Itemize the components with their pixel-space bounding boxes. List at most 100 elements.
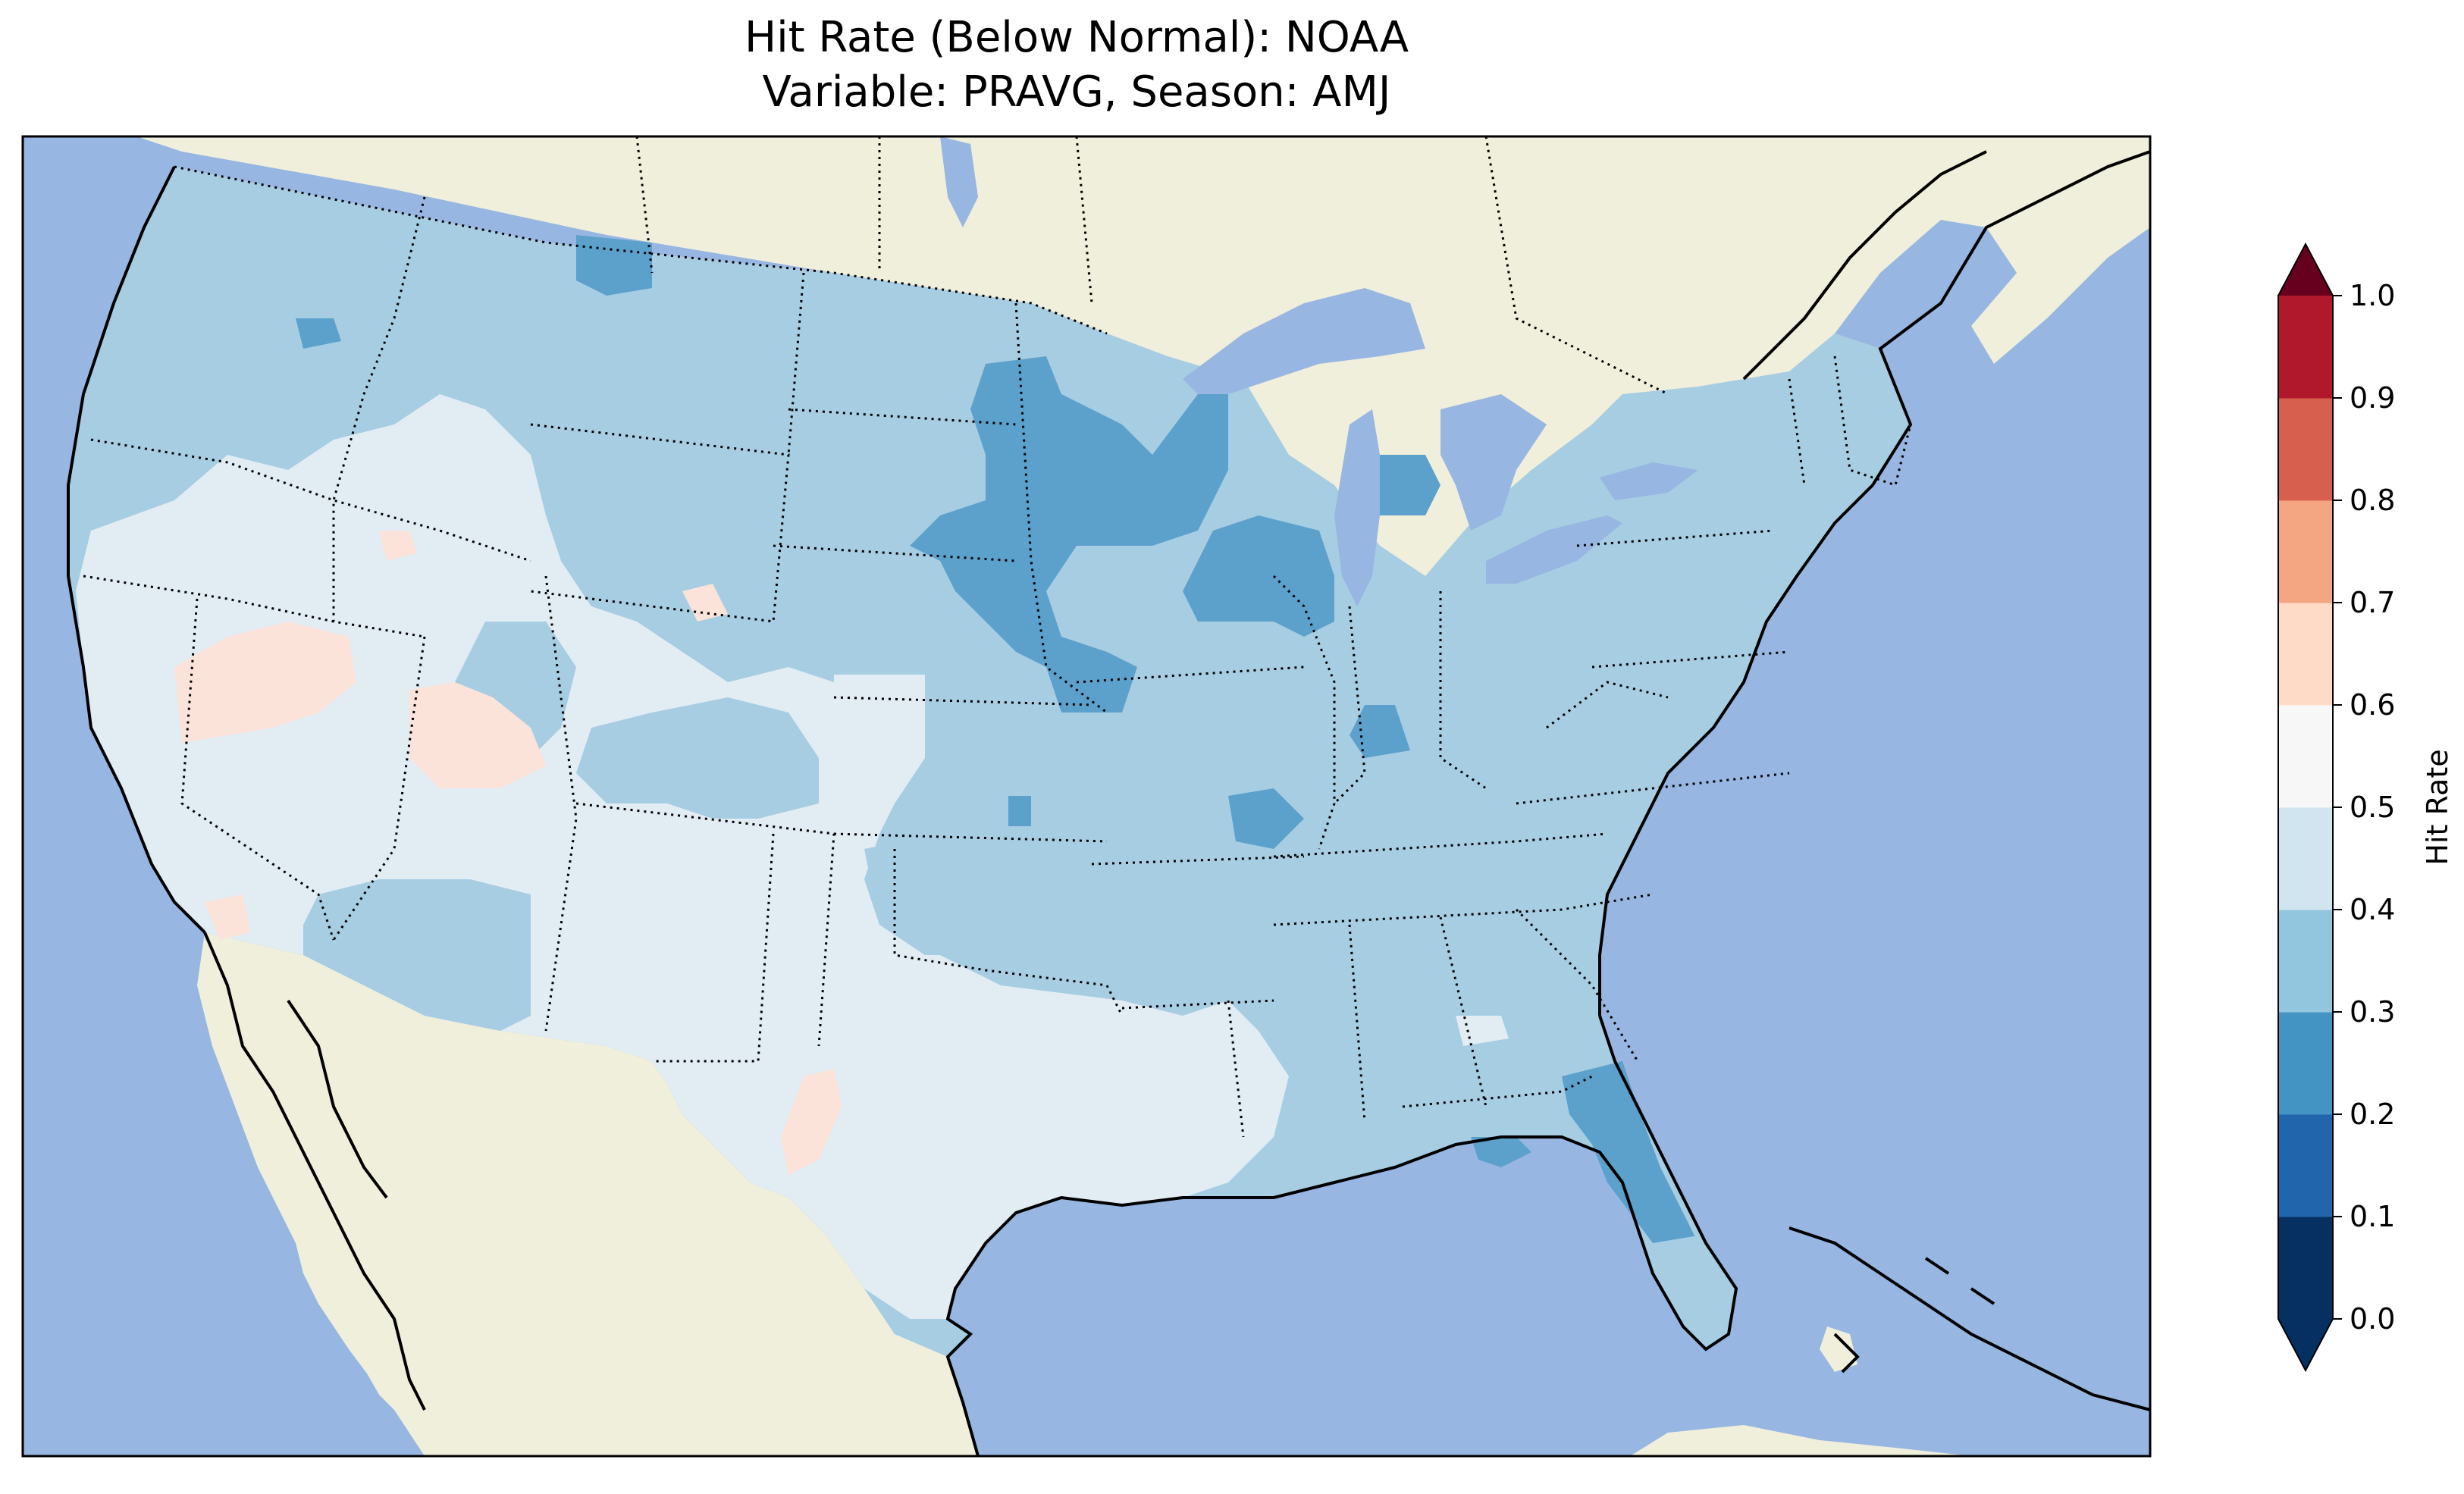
colorbar-tick-label: 0.2	[2350, 1098, 2395, 1131]
border-or-ca	[83, 575, 425, 638]
map-title-line-2: Variable: PRAVG, Season: AMJ	[762, 67, 1391, 117]
colorbar-bin	[2278, 910, 2333, 1013]
coast-atlantic	[1598, 150, 2150, 1016]
border-tn-ms	[1273, 893, 1654, 926]
lake-michigan	[1334, 409, 1380, 606]
colorbar-tick-label: 1.0	[2350, 279, 2395, 312]
border-ms-al	[1348, 924, 1366, 1123]
border-id-mt	[332, 196, 426, 622]
colorbar-tick-label: 0.5	[2350, 791, 2395, 824]
land-mexico	[205, 932, 978, 1456]
coast-baja	[203, 932, 426, 1411]
colorbar-tick-label: 0.6	[2350, 688, 2395, 722]
hit-rate-band-0.2-0.3-in	[1350, 705, 1410, 758]
hit-rate-band-0.2-0.3-mo	[1228, 788, 1304, 849]
border-in	[1333, 606, 1366, 805]
hit-rate-band-0.3-0.4-co	[576, 697, 819, 819]
coast-pacific	[67, 166, 206, 934]
border-la-ms	[1227, 1000, 1245, 1138]
border-ga-sc	[1515, 908, 1639, 1062]
coast-gulf	[945, 1015, 1738, 1456]
lake-superior	[1183, 288, 1425, 394]
coast-cuba	[1788, 1226, 2150, 1411]
hit-rate-band-0.2-0.3-ks	[1008, 796, 1031, 826]
coast-bahamas	[1833, 1257, 1995, 1373]
lake-huron	[1440, 394, 1547, 531]
hit-rate-band-0.5-0.6-nv	[409, 682, 546, 788]
lake-erie	[1486, 515, 1622, 584]
border-ne-ks	[833, 696, 1092, 706]
border-mn-wi	[1014, 302, 1108, 714]
coast-gulf-mexico	[287, 999, 388, 1199]
colorbar-bin	[2278, 1114, 2333, 1217]
hit-rate-band-0.2-0.3-mt	[576, 235, 652, 296]
border-ok-tx	[893, 849, 1124, 1016]
colorbar-bin	[2278, 398, 2333, 501]
colorbar-tick-label: 0.9	[2350, 381, 2395, 415]
hit-rate-band-0.5-0.6-ca	[174, 622, 356, 743]
map-panel	[23, 136, 2150, 1456]
colorbar-bin	[2278, 296, 2333, 399]
border-nc-va	[1516, 772, 1790, 805]
hit-rate-band-0.2-0.3-ia	[1183, 515, 1334, 637]
colorbar-tick-label: 0.0	[2350, 1302, 2395, 1336]
hit-rate-band-0.2-0.3-fl-panhandle	[1471, 1137, 1531, 1167]
colorbar-tick-label: 0.8	[2350, 484, 2395, 517]
hit-rate-band-0.3-0.4-nm	[864, 834, 1016, 955]
border-mt-dakotas	[787, 272, 805, 456]
colorbar-label: Hit Rate	[2421, 749, 2454, 865]
colorbar-bin	[2278, 603, 2333, 706]
border-tx-nm	[652, 833, 775, 1063]
hit-rate-band-0.2-0.3-wa	[296, 318, 341, 349]
hit-rate-band-0.4-0.5-ks-border	[834, 675, 925, 803]
border-49th-parallel	[174, 165, 1108, 335]
border-pa-md	[1591, 650, 1790, 669]
colorbar-bin	[2278, 807, 2333, 910]
colorbar-tick-label: 0.3	[2350, 995, 2395, 1029]
map-title-line-1: Hit Rate (Below Normal): NOAA	[744, 13, 1409, 62]
coast-st-lawrence	[1742, 150, 1987, 381]
lake-ontario	[1600, 462, 1698, 500]
border-ny-vt	[1788, 378, 1806, 486]
border-il	[1272, 575, 1336, 850]
hit-rate-band-0.3-0.4-fl-south	[1653, 1236, 1729, 1349]
coastlines	[67, 150, 2150, 1456]
colorbar-tick-label: 0.7	[2350, 586, 2395, 619]
colorbar: 0.0 0.1 0.2 0.3 0.4 0.5 0.6 0.7 0.8 0.9 1.0 Hit Rat…	[2277, 242, 2454, 1373]
land-maritimes	[1911, 136, 2150, 364]
lake-winnipeg	[940, 136, 978, 227]
land-baja	[197, 932, 425, 1425]
border-wy	[530, 423, 790, 623]
border-canada-provinces	[635, 136, 1669, 396]
border-al-ga	[1439, 916, 1487, 1107]
colorbar-tick-label: 0.1	[2350, 1200, 2395, 1233]
colorbar-bin	[2278, 500, 2333, 603]
hit-rate-band-0.5-0.6-bajacoast	[205, 894, 250, 940]
border-ca-nv	[180, 598, 335, 941]
border-wv-va	[1546, 681, 1669, 729]
colorbar-extend-min	[2278, 1319, 2333, 1370]
hit-rate-band-0.2-0.3-mi	[1380, 455, 1440, 515]
map-frame	[21, 135, 2152, 1458]
border-mo-ar	[1091, 855, 1305, 866]
land-bahamas	[1820, 1326, 1857, 1372]
border-ar-la	[1121, 999, 1274, 1010]
border-ks-ok	[833, 832, 1108, 843]
border-new-england	[1833, 355, 1912, 487]
border-nv-ut	[332, 636, 426, 941]
colorbar-tick-label: 0.4	[2350, 893, 2395, 926]
state-borders	[83, 136, 1912, 1138]
land-bottom-islands	[1630, 1425, 1971, 1456]
hit-rate-band-0.2-0.3-mn	[910, 356, 1228, 713]
hit-rate-band-0.3-0.4-az	[303, 879, 531, 1031]
hit-rate-band-0.5-0.6-id	[379, 531, 417, 561]
hit-rate-band-0.3-0.4-wy	[531, 409, 682, 606]
colorbar-bin	[2278, 1012, 2333, 1115]
border-oh	[1439, 591, 1487, 790]
colorbar-bin	[2278, 1217, 2333, 1320]
hit-rate-band-0.5-0.6-tx	[781, 1069, 842, 1175]
border-pa-ny	[1576, 529, 1775, 547]
colorbar-extend-max	[2278, 244, 2333, 296]
hit-rate-band-0.4-0.5-west	[76, 394, 1289, 1319]
